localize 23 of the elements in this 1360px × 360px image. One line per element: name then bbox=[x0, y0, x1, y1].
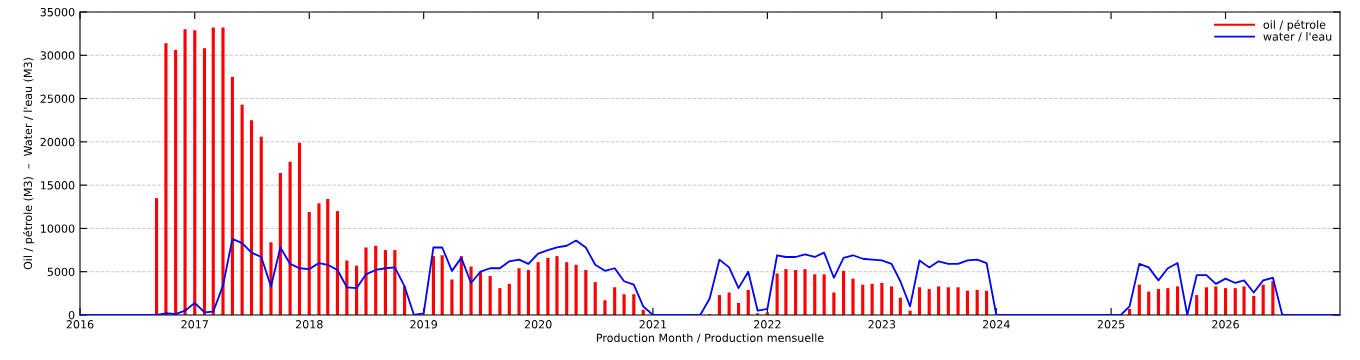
y-tick-label: 35000 bbox=[40, 7, 75, 17]
x-tick-label: 2016 bbox=[66, 320, 94, 329]
y-tick-label: 10000 bbox=[41, 224, 75, 233]
y-tick-label: 5000 bbox=[47, 267, 75, 277]
x-tick-label: 2020 bbox=[524, 320, 552, 329]
y-axis-title: Oil / pétrole (M3) – Water / l'eau (M3) bbox=[23, 58, 35, 270]
x-tick-label: 2021 bbox=[639, 320, 667, 329]
y-tick-label: 30000 bbox=[40, 51, 75, 60]
y-tick-label: 25000 bbox=[40, 94, 75, 103]
x-tick-label: 2018 bbox=[295, 320, 323, 329]
y-tick-label: 20000 bbox=[40, 137, 75, 147]
x-tick-label: 2023 bbox=[868, 320, 896, 329]
legend-label: oil / pétrole bbox=[1263, 19, 1326, 31]
x-axis-title: Production Month / Production mensuelle bbox=[596, 333, 824, 343]
x-tick-label: 2019 bbox=[410, 320, 438, 329]
x-tick-label: 2025 bbox=[1097, 320, 1125, 329]
x-tick-label: 2026 bbox=[1212, 320, 1239, 329]
x-tick-label: 2017 bbox=[181, 320, 208, 329]
y-tick-label: 0 bbox=[68, 310, 75, 320]
legend-label: water / l'eau bbox=[1263, 32, 1332, 42]
x-tick-label: 2022 bbox=[754, 320, 781, 329]
x-tick-label: 2024 bbox=[982, 320, 1010, 329]
y-tick-label: 15000 bbox=[41, 181, 75, 190]
